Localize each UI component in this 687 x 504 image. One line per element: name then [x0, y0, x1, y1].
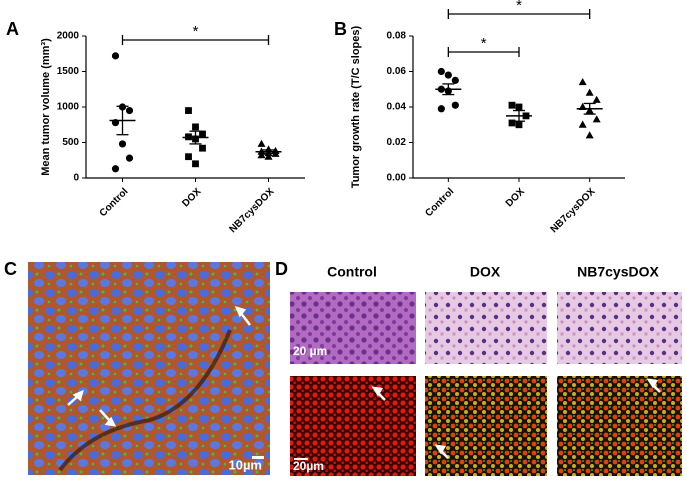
x-tick-label: NB7cysDOX: [549, 186, 598, 235]
data-point: [437, 105, 445, 113]
data-point: [257, 151, 266, 159]
scale-bar-label: 20µm: [293, 459, 324, 473]
column-header: Control: [327, 264, 377, 280]
y-tick-label: 0.04: [387, 102, 407, 113]
y-axis-label: Mean tumor volume (mm³): [40, 38, 52, 176]
y-tick-label: 0.08: [387, 31, 407, 42]
significance-bracket: [447, 47, 520, 57]
fluorescence-image: [290, 376, 416, 476]
panel-label: D: [275, 259, 288, 279]
data-point: [578, 77, 587, 86]
column-header: DOX: [470, 264, 501, 280]
x-tick-label: DOX: [504, 186, 527, 209]
data-point: [192, 160, 199, 168]
column-header: NB7cysDOX: [577, 264, 659, 280]
data-point: [125, 106, 134, 115]
y-tick-label: 500: [62, 137, 79, 148]
significance-label: *: [516, 0, 522, 14]
data-point: [585, 131, 594, 139]
significance-bracket: [121, 35, 270, 45]
he-image: [290, 292, 416, 364]
fluorescence-image: [425, 376, 547, 476]
data-point: [185, 153, 192, 161]
data-point: [592, 115, 601, 123]
data-point: [578, 120, 587, 128]
data-point: [444, 71, 452, 79]
y-tick-label: 1500: [57, 66, 80, 77]
data-point: [111, 165, 120, 173]
data-point: [451, 76, 459, 84]
x-tick-label: Control: [423, 186, 456, 219]
data-point: [118, 140, 127, 148]
data-point: [199, 144, 206, 152]
y-tick-label: 0.02: [387, 137, 407, 148]
data-point: [185, 107, 192, 114]
y-tick-label: 0.06: [387, 66, 407, 77]
data-point: [515, 121, 523, 129]
y-tick-label: 0: [73, 173, 79, 184]
y-tick-label: 0.00: [387, 173, 407, 184]
he-image: [557, 292, 682, 364]
arrows-d: [371, 378, 661, 459]
data-point: [125, 154, 134, 162]
x-tick-label: DOX: [180, 186, 203, 209]
data-point: [192, 123, 199, 131]
scale-bar-label: 20 µm: [293, 344, 327, 358]
panel-label: A: [6, 19, 19, 39]
x-tick-label: NB7cysDOX: [227, 186, 276, 235]
scale-bar-label: 10µm: [228, 457, 262, 472]
significance-bracket: [447, 9, 591, 19]
data-point: [264, 152, 273, 160]
data-point: [515, 103, 523, 111]
panel-label: B: [334, 19, 347, 39]
arrows-c: [67, 306, 251, 427]
data-point: [199, 130, 206, 138]
y-axis-label: Tumor growth rate (T/C slopes): [350, 25, 362, 188]
data-point: [585, 88, 594, 96]
significance-label: *: [193, 23, 199, 40]
x-tick-label: Control: [98, 186, 131, 219]
data-point: [257, 139, 266, 147]
data-point: [508, 119, 516, 127]
data-point: [451, 101, 459, 109]
y-tick-label: 1000: [57, 102, 80, 113]
data-point: [111, 52, 120, 60]
panel-label: C: [4, 259, 17, 279]
micrograph-c: [28, 262, 270, 475]
he-image: [425, 292, 547, 364]
y-tick-label: 2000: [57, 31, 80, 42]
data-point: [592, 95, 601, 103]
data-point: [437, 67, 445, 76]
data-point: [271, 149, 280, 157]
significance-label: *: [481, 35, 487, 52]
fluorescence-image: [557, 376, 682, 476]
data-point: [508, 101, 516, 109]
